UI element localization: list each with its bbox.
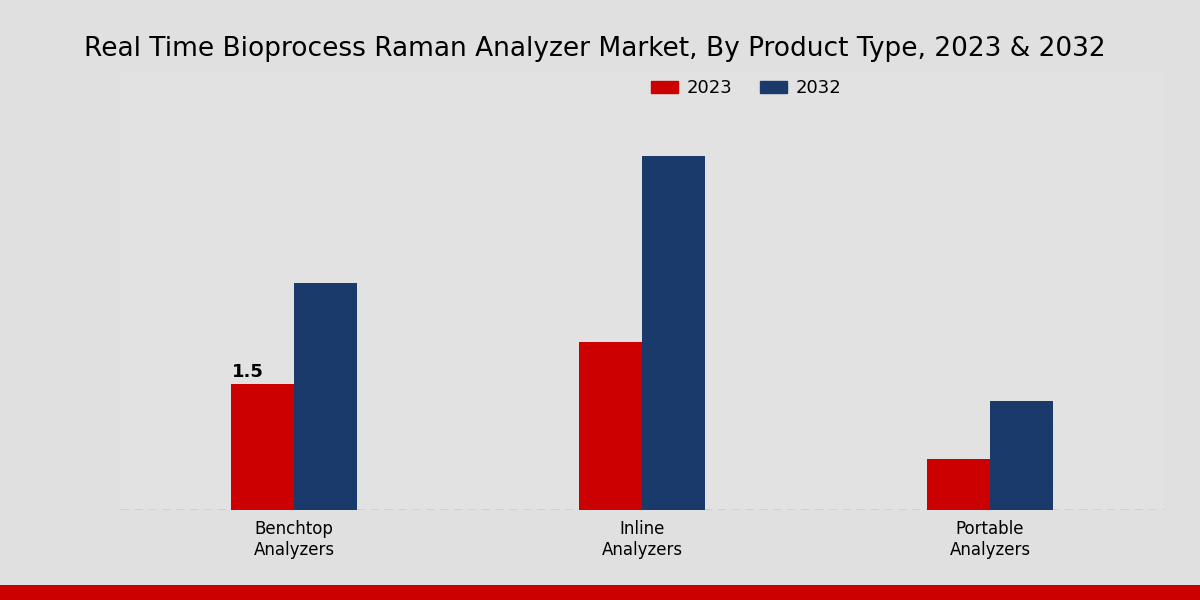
Bar [580,341,642,510]
Bar [294,283,356,510]
Text: Real Time Bioprocess Raman Analyzer Market, By Product Type, 2023 & 2032: Real Time Bioprocess Raman Analyzer Mark… [84,36,1105,62]
Text: 1.5: 1.5 [232,363,264,381]
Bar [232,383,294,510]
Bar [990,401,1052,510]
Bar [928,460,990,510]
Bar [642,156,704,510]
Legend: 2023, 2032: 2023, 2032 [643,72,850,105]
